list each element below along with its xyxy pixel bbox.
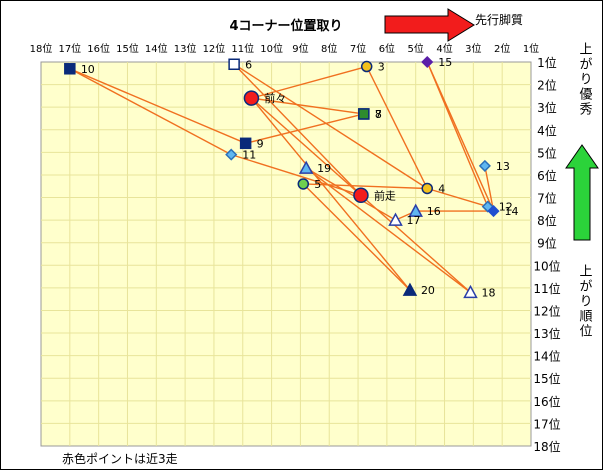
connection-line — [426, 61, 495, 212]
y-tick-label: 7位 — [537, 191, 557, 206]
point-label: 16 — [427, 205, 441, 218]
point-label: 9 — [257, 137, 264, 150]
connection-line — [305, 167, 396, 221]
x-tick-label: 9位 — [292, 42, 308, 55]
point-marker — [64, 63, 76, 75]
point-label: 17 — [407, 214, 421, 227]
connection-line — [69, 68, 232, 156]
x-tick-label: 4位 — [436, 42, 452, 55]
point-marker — [463, 284, 478, 299]
point-label: 前走 — [374, 188, 396, 202]
connection-line — [303, 183, 428, 190]
point-label: 12 — [499, 201, 513, 214]
connection-line — [250, 97, 411, 291]
y-tick-label: 3位 — [537, 100, 557, 115]
point-marker — [487, 205, 500, 218]
up-arrow — [565, 144, 599, 241]
point-marker — [353, 187, 369, 204]
chart-title: 4コーナー位置取り — [229, 18, 342, 34]
x-tick-label: 14位 — [145, 42, 168, 55]
connection-line — [484, 165, 495, 212]
point-label: 20 — [421, 284, 435, 297]
y-tick-label: 17位 — [533, 416, 560, 431]
point-label: 5 — [314, 178, 321, 191]
point-marker — [421, 55, 434, 69]
connection-line — [245, 113, 364, 144]
connection-line — [366, 66, 428, 189]
connection-line — [231, 153, 362, 196]
x-tick-label: 15位 — [116, 42, 139, 55]
connection-line — [302, 183, 411, 291]
y-tick-label: 11位 — [533, 281, 560, 296]
left-arrow — [384, 8, 475, 42]
x-tick-label: 13位 — [174, 42, 197, 55]
y-tick-label: 12位 — [533, 303, 560, 318]
point-label: 前々 — [264, 91, 286, 105]
y-tick-label: 9位 — [537, 236, 557, 251]
point-marker — [228, 58, 240, 71]
point-marker — [408, 203, 423, 217]
footnote: 赤色ポイントは近3走 — [62, 452, 178, 466]
x-tick-label: 6位 — [379, 42, 395, 55]
y-tick-label: 5位 — [537, 145, 557, 160]
point-marker — [239, 137, 252, 150]
point-marker — [225, 148, 238, 161]
point-marker — [478, 159, 491, 172]
y-tick-label: 1位 — [537, 55, 557, 70]
point-label: 11 — [242, 149, 256, 162]
x-tick-label: 16位 — [87, 42, 110, 55]
x-tick-label: 18位 — [30, 42, 53, 55]
point-marker — [297, 178, 310, 190]
y-tick-label: 18位 — [533, 439, 560, 454]
point-label: 15 — [438, 56, 452, 69]
y-tick-label: 6位 — [537, 168, 557, 183]
point-marker — [358, 108, 370, 120]
y-tick-label: 14位 — [533, 349, 560, 364]
x-tick-label: 12位 — [203, 42, 226, 55]
point-label: 13 — [496, 160, 510, 173]
x-tick-label: 2位 — [494, 42, 510, 55]
connection-line — [233, 63, 428, 190]
x-tick-label: 8位 — [321, 42, 337, 55]
point-label: 6 — [245, 58, 252, 71]
plot-area — [40, 61, 532, 447]
point-marker — [243, 90, 260, 106]
point-label: 4 — [438, 182, 445, 195]
connection-line — [233, 63, 362, 196]
x-tick-label: 7位 — [350, 42, 366, 55]
y-tick-label: 8位 — [537, 213, 557, 228]
y-tick-label: 15位 — [533, 371, 560, 386]
y-tick-label: 16位 — [533, 394, 560, 409]
point-marker — [298, 160, 314, 174]
point-label: 19 — [317, 162, 331, 175]
point-label: 14 — [505, 205, 519, 218]
point-label: 3 — [378, 61, 385, 74]
connection-line — [251, 65, 367, 99]
point-marker — [402, 282, 418, 296]
y-tick-label: 4位 — [537, 123, 557, 138]
x-tick-label: 10位 — [260, 42, 283, 55]
right-bottom-label: 上がり順位 — [577, 264, 593, 339]
x-tick-label: 17位 — [58, 42, 81, 55]
connection-line — [427, 187, 488, 208]
point-marker — [421, 182, 433, 195]
point-marker — [388, 212, 403, 226]
y-tick-label: 10位 — [533, 258, 560, 273]
connection-line — [305, 167, 471, 293]
point-marker — [360, 60, 373, 73]
point-label: 10 — [81, 63, 95, 76]
right-top-label: 上がり優秀 — [577, 42, 593, 117]
point-label: 7 — [375, 108, 382, 121]
x-tick-label: 1位 — [523, 42, 539, 55]
x-tick-label: 5位 — [408, 42, 424, 55]
y-tick-label: 2位 — [537, 78, 557, 93]
point-label: 8 — [375, 108, 382, 121]
left-arrow-label: 先行脚質 — [475, 12, 523, 27]
x-tick-label: 11位 — [231, 42, 254, 55]
x-tick-label: 3位 — [465, 42, 481, 55]
point-label: 18 — [481, 286, 495, 299]
connection-line — [69, 68, 246, 144]
y-tick-label: 13位 — [533, 326, 560, 341]
